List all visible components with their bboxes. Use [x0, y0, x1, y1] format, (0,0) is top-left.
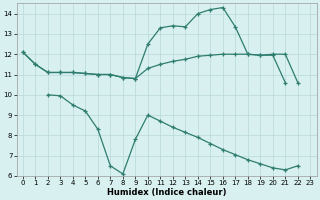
X-axis label: Humidex (Indice chaleur): Humidex (Indice chaleur) — [107, 188, 226, 197]
